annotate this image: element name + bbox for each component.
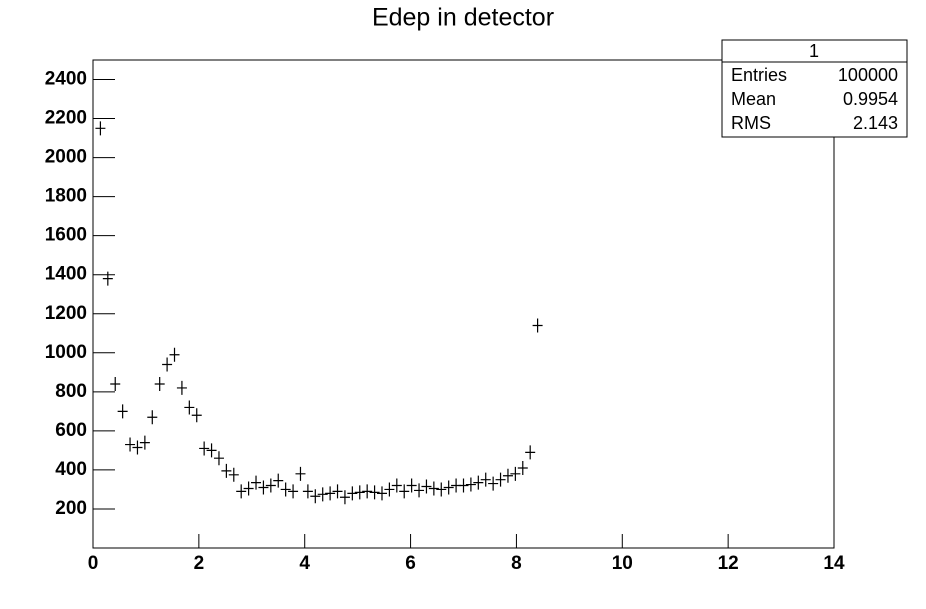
data-point bbox=[480, 472, 491, 487]
data-point bbox=[532, 318, 543, 333]
y-tick-label: 2000 bbox=[45, 147, 87, 168]
data-point bbox=[95, 121, 106, 136]
x-tick-label: 8 bbox=[511, 553, 522, 574]
y-tick-label: 2400 bbox=[45, 69, 87, 90]
y-tick-label: 1200 bbox=[45, 303, 87, 324]
data-point bbox=[132, 440, 143, 455]
stats-label: RMS bbox=[731, 113, 771, 133]
y-tick-label: 2200 bbox=[45, 108, 87, 129]
data-point bbox=[302, 484, 313, 499]
data-point bbox=[406, 478, 417, 493]
data-point bbox=[502, 468, 513, 483]
data-point bbox=[169, 347, 180, 362]
x-tick-label: 14 bbox=[823, 553, 845, 574]
y-tick-label: 1800 bbox=[45, 186, 87, 207]
data-point bbox=[510, 466, 521, 481]
data-point bbox=[458, 478, 469, 493]
stats-label: Mean bbox=[731, 89, 776, 109]
data-point bbox=[517, 460, 528, 475]
data-point bbox=[488, 476, 499, 491]
data-point bbox=[443, 480, 454, 495]
data-point bbox=[147, 410, 158, 425]
data-point bbox=[384, 482, 395, 497]
data-point bbox=[125, 437, 136, 452]
data-point bbox=[354, 485, 365, 500]
data-point bbox=[236, 484, 247, 499]
data-point bbox=[273, 473, 284, 488]
data-point bbox=[495, 472, 506, 487]
x-tick-label: 4 bbox=[299, 553, 310, 574]
data-point bbox=[332, 484, 343, 499]
y-tick-label: 1000 bbox=[45, 342, 87, 363]
data-point bbox=[221, 463, 232, 478]
data-point bbox=[295, 466, 306, 481]
data-point bbox=[102, 271, 113, 286]
data-point bbox=[428, 481, 439, 496]
y-tick-label: 600 bbox=[55, 420, 87, 441]
data-point bbox=[265, 478, 276, 493]
data-point bbox=[310, 489, 321, 504]
data-point bbox=[139, 435, 150, 450]
y-tick-label: 1600 bbox=[45, 225, 87, 246]
x-tick-label: 6 bbox=[405, 553, 416, 574]
stats-value: 2.143 bbox=[853, 113, 898, 133]
data-point bbox=[206, 443, 217, 458]
data-point bbox=[465, 477, 476, 492]
data-point bbox=[473, 475, 484, 490]
y-tick-label: 200 bbox=[55, 498, 87, 519]
data-point bbox=[376, 486, 387, 501]
stats-box bbox=[721, 39, 908, 138]
x-tick-label: 12 bbox=[718, 553, 739, 574]
data-point bbox=[399, 484, 410, 499]
chart-title: Edep in detector bbox=[372, 4, 554, 32]
stats-title: 1 bbox=[809, 41, 819, 61]
data-point bbox=[525, 445, 536, 460]
data-point bbox=[228, 467, 239, 482]
data-point bbox=[280, 482, 291, 497]
data-point bbox=[199, 441, 210, 456]
data-point bbox=[325, 486, 336, 501]
y-tick-label: 1400 bbox=[45, 264, 87, 285]
data-point bbox=[369, 485, 380, 500]
data-point bbox=[154, 377, 165, 392]
data-point bbox=[391, 478, 402, 493]
stats-value: 0.9954 bbox=[843, 89, 898, 109]
data-point bbox=[110, 377, 121, 392]
x-tick-label: 0 bbox=[88, 553, 99, 574]
data-point bbox=[213, 451, 224, 466]
data-point bbox=[258, 480, 269, 495]
data-point bbox=[243, 481, 254, 496]
data-point bbox=[117, 404, 128, 419]
x-tick-label: 2 bbox=[194, 553, 205, 574]
data-point bbox=[176, 380, 187, 395]
y-tick-label: 400 bbox=[55, 459, 87, 480]
data-point bbox=[421, 479, 432, 494]
data-point bbox=[317, 487, 328, 502]
x-tick-label: 10 bbox=[612, 553, 633, 574]
stats-value: 100000 bbox=[838, 65, 898, 85]
data-point bbox=[288, 484, 299, 499]
data-point bbox=[339, 490, 350, 505]
plot-frame bbox=[92, 59, 835, 549]
stats-label: Entries bbox=[731, 65, 787, 85]
data-point bbox=[191, 408, 202, 423]
data-point bbox=[162, 357, 173, 372]
data-point bbox=[184, 400, 195, 415]
data-point bbox=[436, 482, 447, 497]
data-point bbox=[251, 475, 262, 490]
y-tick-label: 800 bbox=[55, 381, 87, 402]
data-point bbox=[347, 486, 358, 501]
data-point bbox=[362, 484, 373, 499]
data-point bbox=[414, 483, 425, 498]
